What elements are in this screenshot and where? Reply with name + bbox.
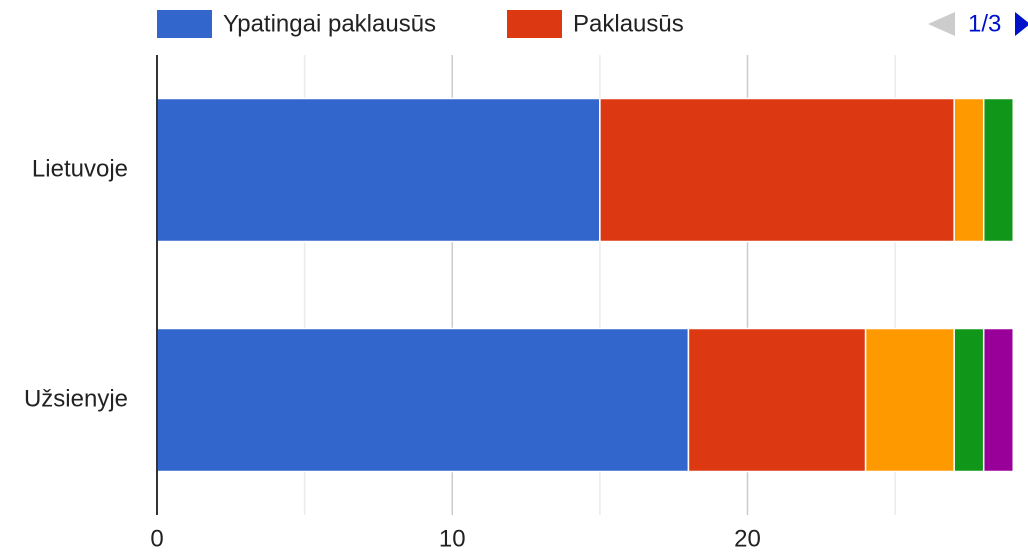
bar-segment bbox=[953, 327, 985, 473]
legend-swatch bbox=[507, 10, 562, 38]
x-tick-label: 10 bbox=[439, 525, 466, 552]
bar-segment bbox=[864, 327, 955, 473]
bar-segment bbox=[953, 97, 985, 243]
legend-next[interactable] bbox=[1015, 12, 1028, 36]
y-tick-label: Užsienyje bbox=[24, 385, 128, 412]
legend-swatch bbox=[157, 10, 212, 38]
legend-page: 1/3 bbox=[968, 10, 1001, 37]
bar-segment bbox=[982, 97, 1014, 243]
legend-label: Ypatingai paklausūs bbox=[223, 10, 436, 37]
legend-prev[interactable] bbox=[928, 12, 955, 36]
bar-segment bbox=[599, 97, 955, 243]
bar-segment bbox=[982, 327, 1014, 473]
bar-segment bbox=[156, 97, 601, 243]
y-tick-label: Lietuvoje bbox=[32, 155, 128, 182]
legend-label: Paklausūs bbox=[573, 10, 684, 37]
x-tick-label: 20 bbox=[734, 525, 761, 552]
bar-segment bbox=[156, 327, 690, 473]
bar-segment bbox=[687, 327, 867, 473]
x-tick-label: 0 bbox=[150, 525, 163, 552]
